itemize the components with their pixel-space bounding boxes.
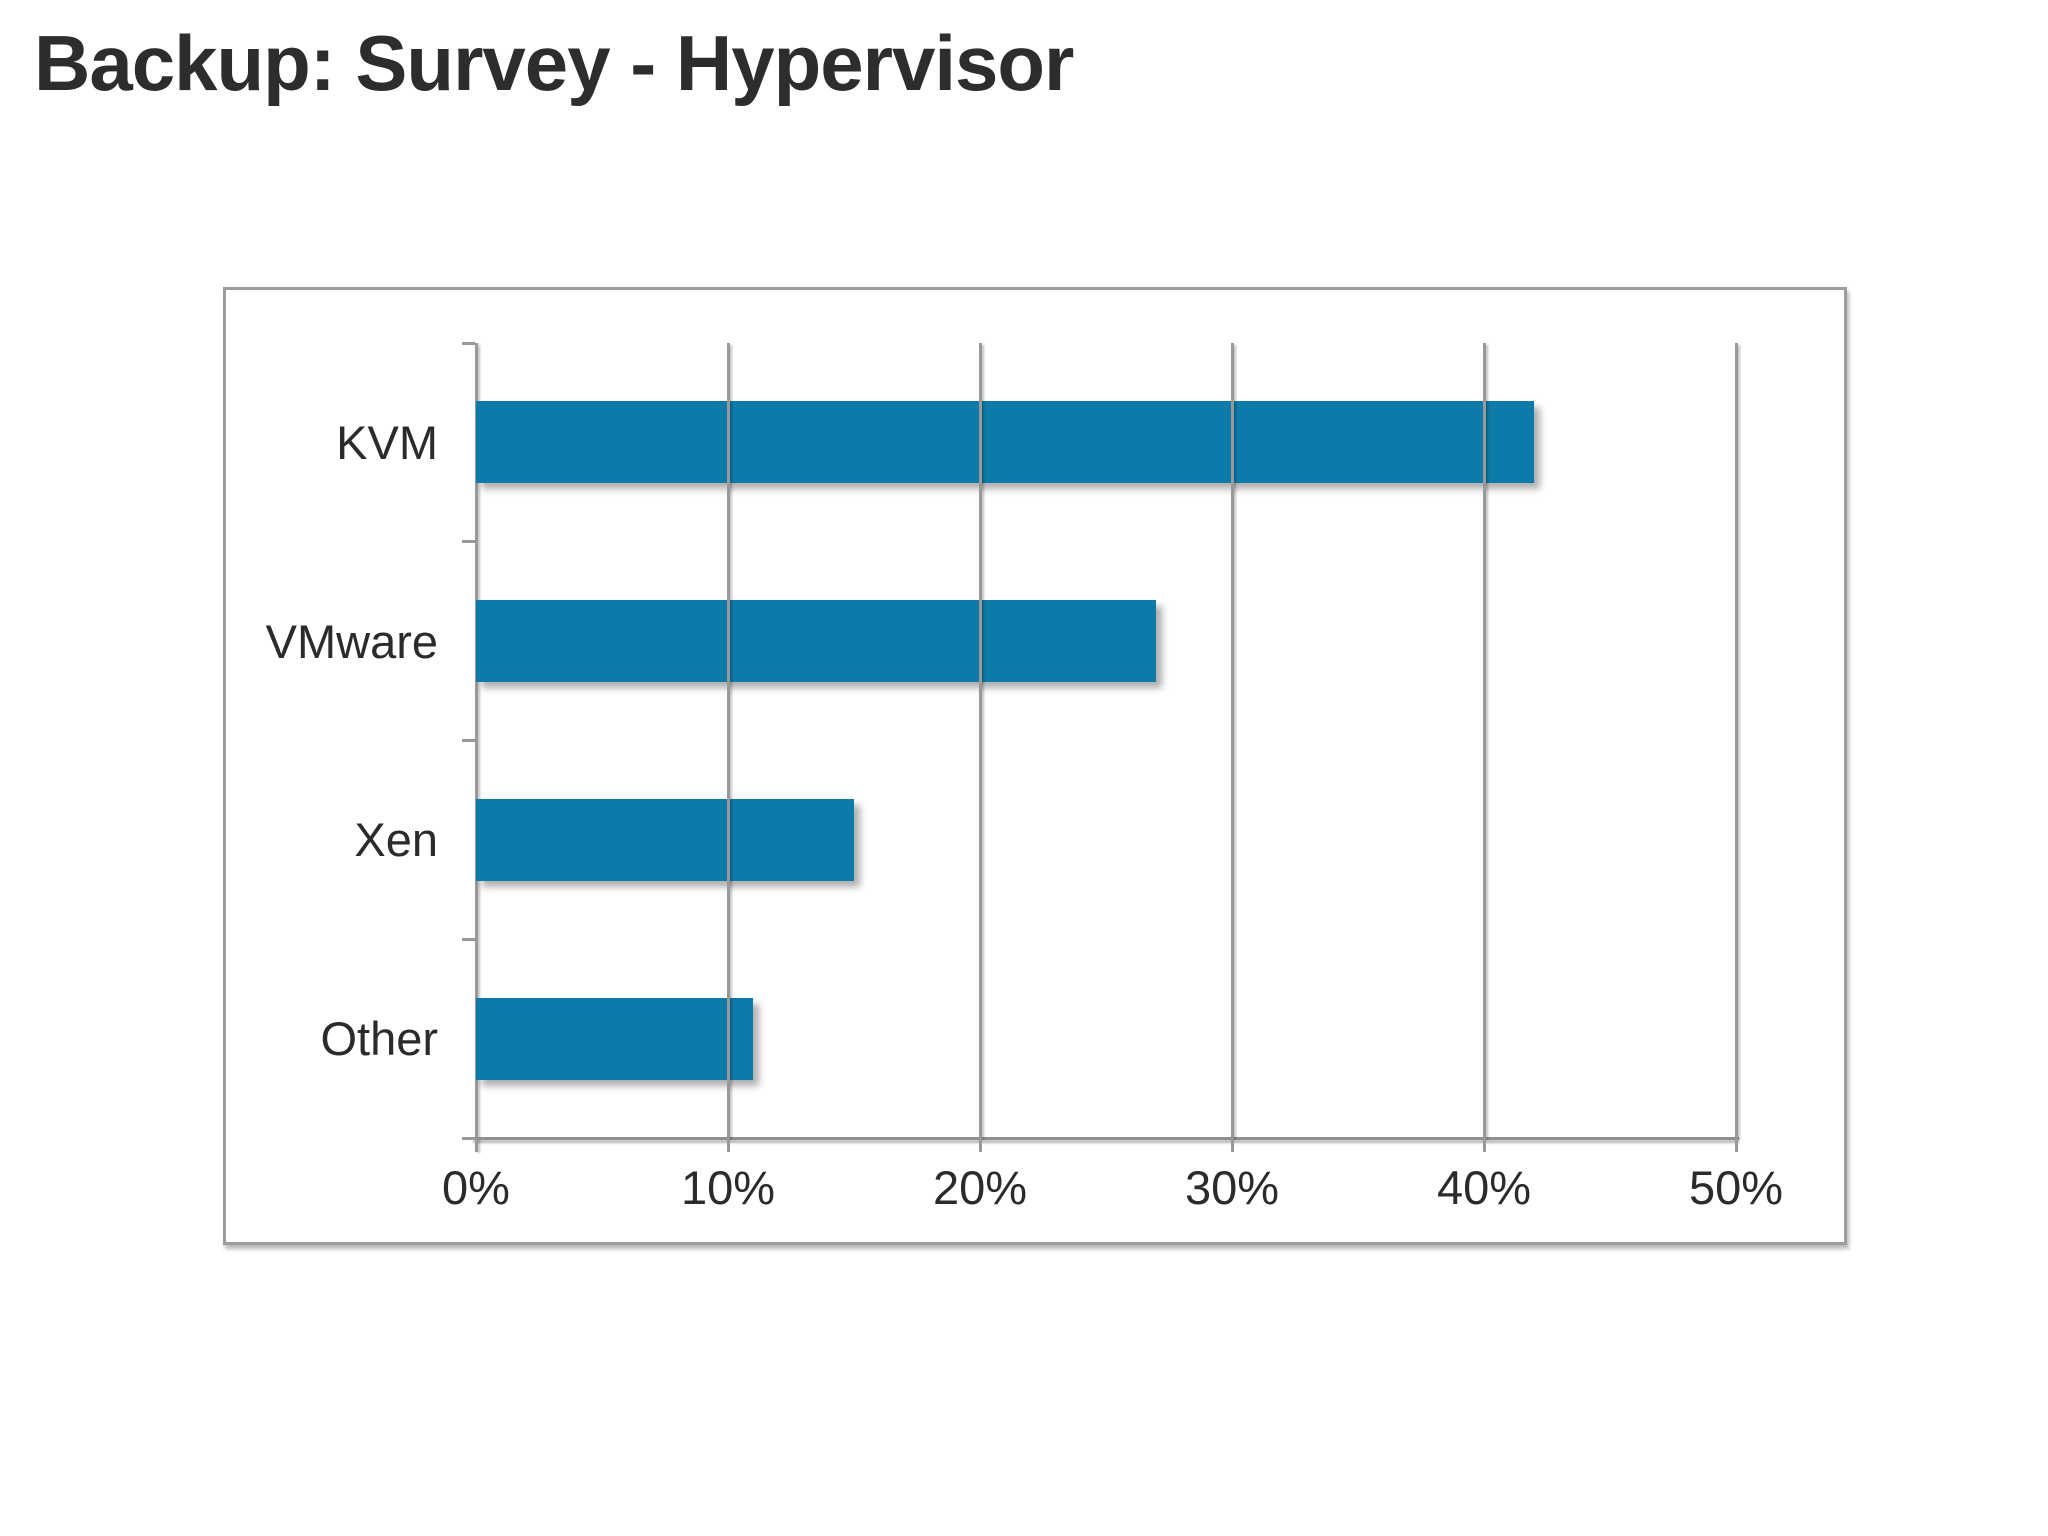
x-tick [1230,1138,1234,1152]
y-tick [462,341,475,345]
bar-other [476,997,754,1080]
x-tick-label: 10% [680,1161,776,1214]
category-label: KVM [336,415,438,469]
x-tick-label: 0% [442,1161,510,1214]
bar-rows: KVM VMware Xen Other [266,343,1736,1138]
bar-vmware [476,600,1157,683]
category-label: Xen [354,813,438,867]
category-label: Other [320,1012,438,1066]
plot-area: KVM VMware Xen Other 0% 10% 20% 30% 40% 50% [266,341,1783,1214]
category-label: VMware [265,614,438,668]
gridline [1734,343,1738,1138]
x-tick [978,1138,982,1152]
x-tick-label: 30% [1184,1161,1280,1214]
x-tick-label: 40% [1436,1161,1532,1214]
bar-row-kvm: KVM [336,343,1736,542]
y-axis-line [474,343,478,1151]
y-tick [462,937,475,941]
x-tick-label: 20% [932,1161,1028,1214]
page-title: Backup: Survey - Hypervisor [34,19,1074,107]
y-tick [462,739,475,742]
bar-kvm [476,401,1535,484]
bar-row-vmware: VMware [266,542,1736,741]
y-tick [462,1136,475,1140]
gridline [726,343,730,1138]
gridline [978,343,982,1138]
x-axis-line [473,1136,1739,1140]
bar-row-other: Other [320,939,1736,1138]
x-tick-label: 50% [1688,1161,1784,1214]
gridline [1230,343,1234,1138]
x-tick [474,1138,478,1152]
x-tick [1734,1138,1738,1152]
y-tick [462,540,475,544]
x-tick [1482,1138,1486,1152]
chart-panel: KVM VMware Xen Other 0% 10% 20% 30% 40% 50% [223,287,1847,1245]
bar-row-xen: Xen [354,741,1736,940]
x-tick [726,1138,730,1152]
bar-xen [476,798,854,881]
gridline [1482,343,1486,1138]
